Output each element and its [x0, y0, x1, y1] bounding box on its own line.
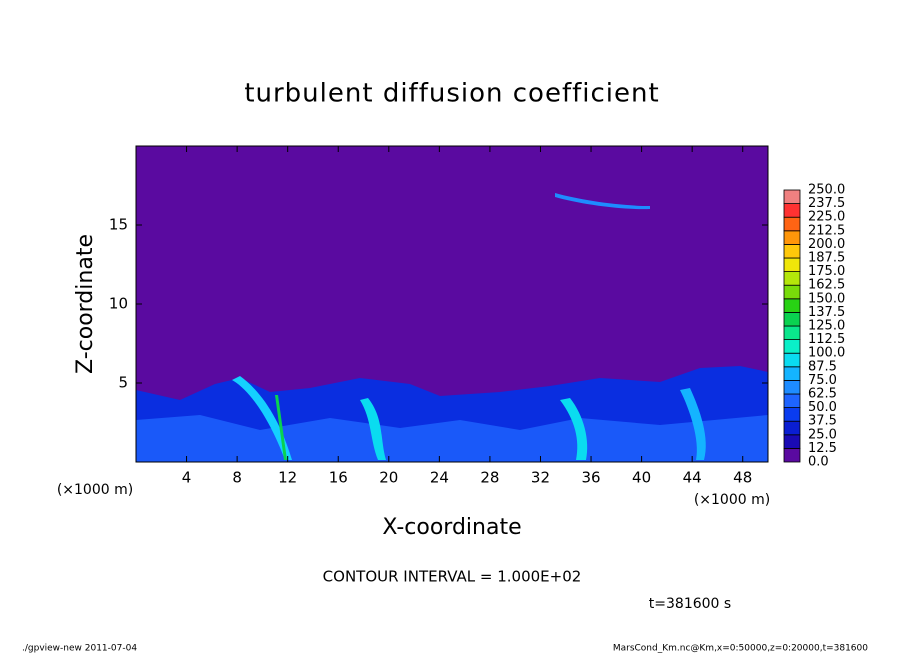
x-tick-label: 4: [182, 469, 192, 487]
y-tick-label: 5: [118, 374, 128, 392]
colorbar-label: 187.5: [808, 251, 845, 266]
x-tick-label: 36: [581, 469, 600, 487]
colorbar-box: [783, 189, 801, 205]
colorbar-box: [783, 420, 801, 436]
colorbar-label: 250.0: [808, 183, 845, 198]
x-tick-label: 44: [683, 469, 702, 487]
x-tick-label: 16: [329, 469, 348, 487]
colorbar-box: [783, 230, 801, 245]
x-unit-label: (×1000 m): [57, 482, 133, 498]
colorbar-label: 87.5: [808, 359, 837, 374]
x-tick-label: 40: [632, 469, 651, 487]
colorbar-box: [783, 393, 801, 409]
colorbar-box: [783, 407, 801, 422]
colorbar-box: [783, 203, 801, 218]
x-tick-label: 28: [480, 469, 499, 487]
colorbar-label: 162.5: [808, 278, 845, 293]
x-tick-label: 48: [733, 469, 752, 487]
field-band: [136, 415, 768, 462]
time-label: t=381600 s: [649, 596, 731, 612]
colorbar-label: 100.0: [808, 346, 845, 361]
colorbar-box: [783, 339, 801, 354]
x-tick-label: 8: [232, 469, 242, 487]
colorbar-label: 37.5: [808, 414, 837, 429]
colorbar-label: 125.0: [808, 319, 845, 334]
colorbar-label: 212.5: [808, 223, 845, 238]
colorbar-label: 200.0: [808, 237, 845, 252]
field-streak: [555, 193, 650, 210]
colorbar-box: [783, 434, 801, 449]
colorbar-label: 237.5: [808, 196, 845, 211]
colorbar-label: 50.0: [808, 400, 837, 415]
field-streak: [680, 388, 706, 460]
colorbar-label: 137.5: [808, 305, 845, 320]
colorbar-box: [783, 257, 801, 273]
colorbar-box: [783, 447, 801, 463]
field-streak: [560, 398, 588, 460]
field-streak: [232, 376, 292, 460]
x-axis-label: X-coordinate: [382, 515, 521, 540]
colorbar-label: 225.0: [808, 210, 845, 225]
field: [136, 146, 768, 462]
colorbar-box: [783, 284, 801, 300]
colorbar-box: [783, 243, 801, 259]
colorbar-box: [783, 352, 801, 368]
x-unit-label: (×1000 m): [694, 492, 770, 508]
colorbar-label: 112.5: [808, 332, 845, 347]
y-tick-label: 10: [109, 295, 128, 313]
field-streak: [275, 395, 287, 460]
chart-title: turbulent diffusion coefficient: [244, 79, 659, 109]
colorbar-label: 12.5: [808, 441, 837, 456]
y-tick-label: 15: [109, 216, 128, 234]
field-streak: [360, 398, 386, 460]
colorbar-label: 0.0: [808, 455, 829, 470]
colorbar-box: [783, 298, 801, 313]
colorbar-label: 175.0: [808, 264, 845, 279]
y-axis-label: Z-coordinate: [73, 234, 98, 374]
colorbar-box: [783, 379, 801, 395]
footer-left: ./gpview-new 2011-07-04: [22, 644, 137, 654]
colorbar-label: 25.0: [808, 427, 837, 442]
colorbar-label: 62.5: [808, 387, 837, 402]
colorbar-label: 150.0: [808, 291, 845, 306]
colorbar-box: [783, 325, 801, 341]
x-tick-label: 32: [531, 469, 550, 487]
x-tick-label: 12: [278, 469, 297, 487]
x-tick-label: 20: [379, 469, 398, 487]
colorbar-box: [783, 366, 801, 381]
footer-right: MarsCond_Km.nc@Km,x=0:50000,z=0:20000,t=…: [613, 644, 868, 654]
colorbar-label: 75.0: [808, 373, 837, 388]
contour-interval: CONTOUR INTERVAL = 1.000E+02: [323, 568, 582, 586]
colorbar-box: [783, 271, 801, 286]
colorbar-box: [783, 311, 801, 327]
colorbar-box: [783, 216, 801, 232]
x-tick-label: 24: [430, 469, 449, 487]
